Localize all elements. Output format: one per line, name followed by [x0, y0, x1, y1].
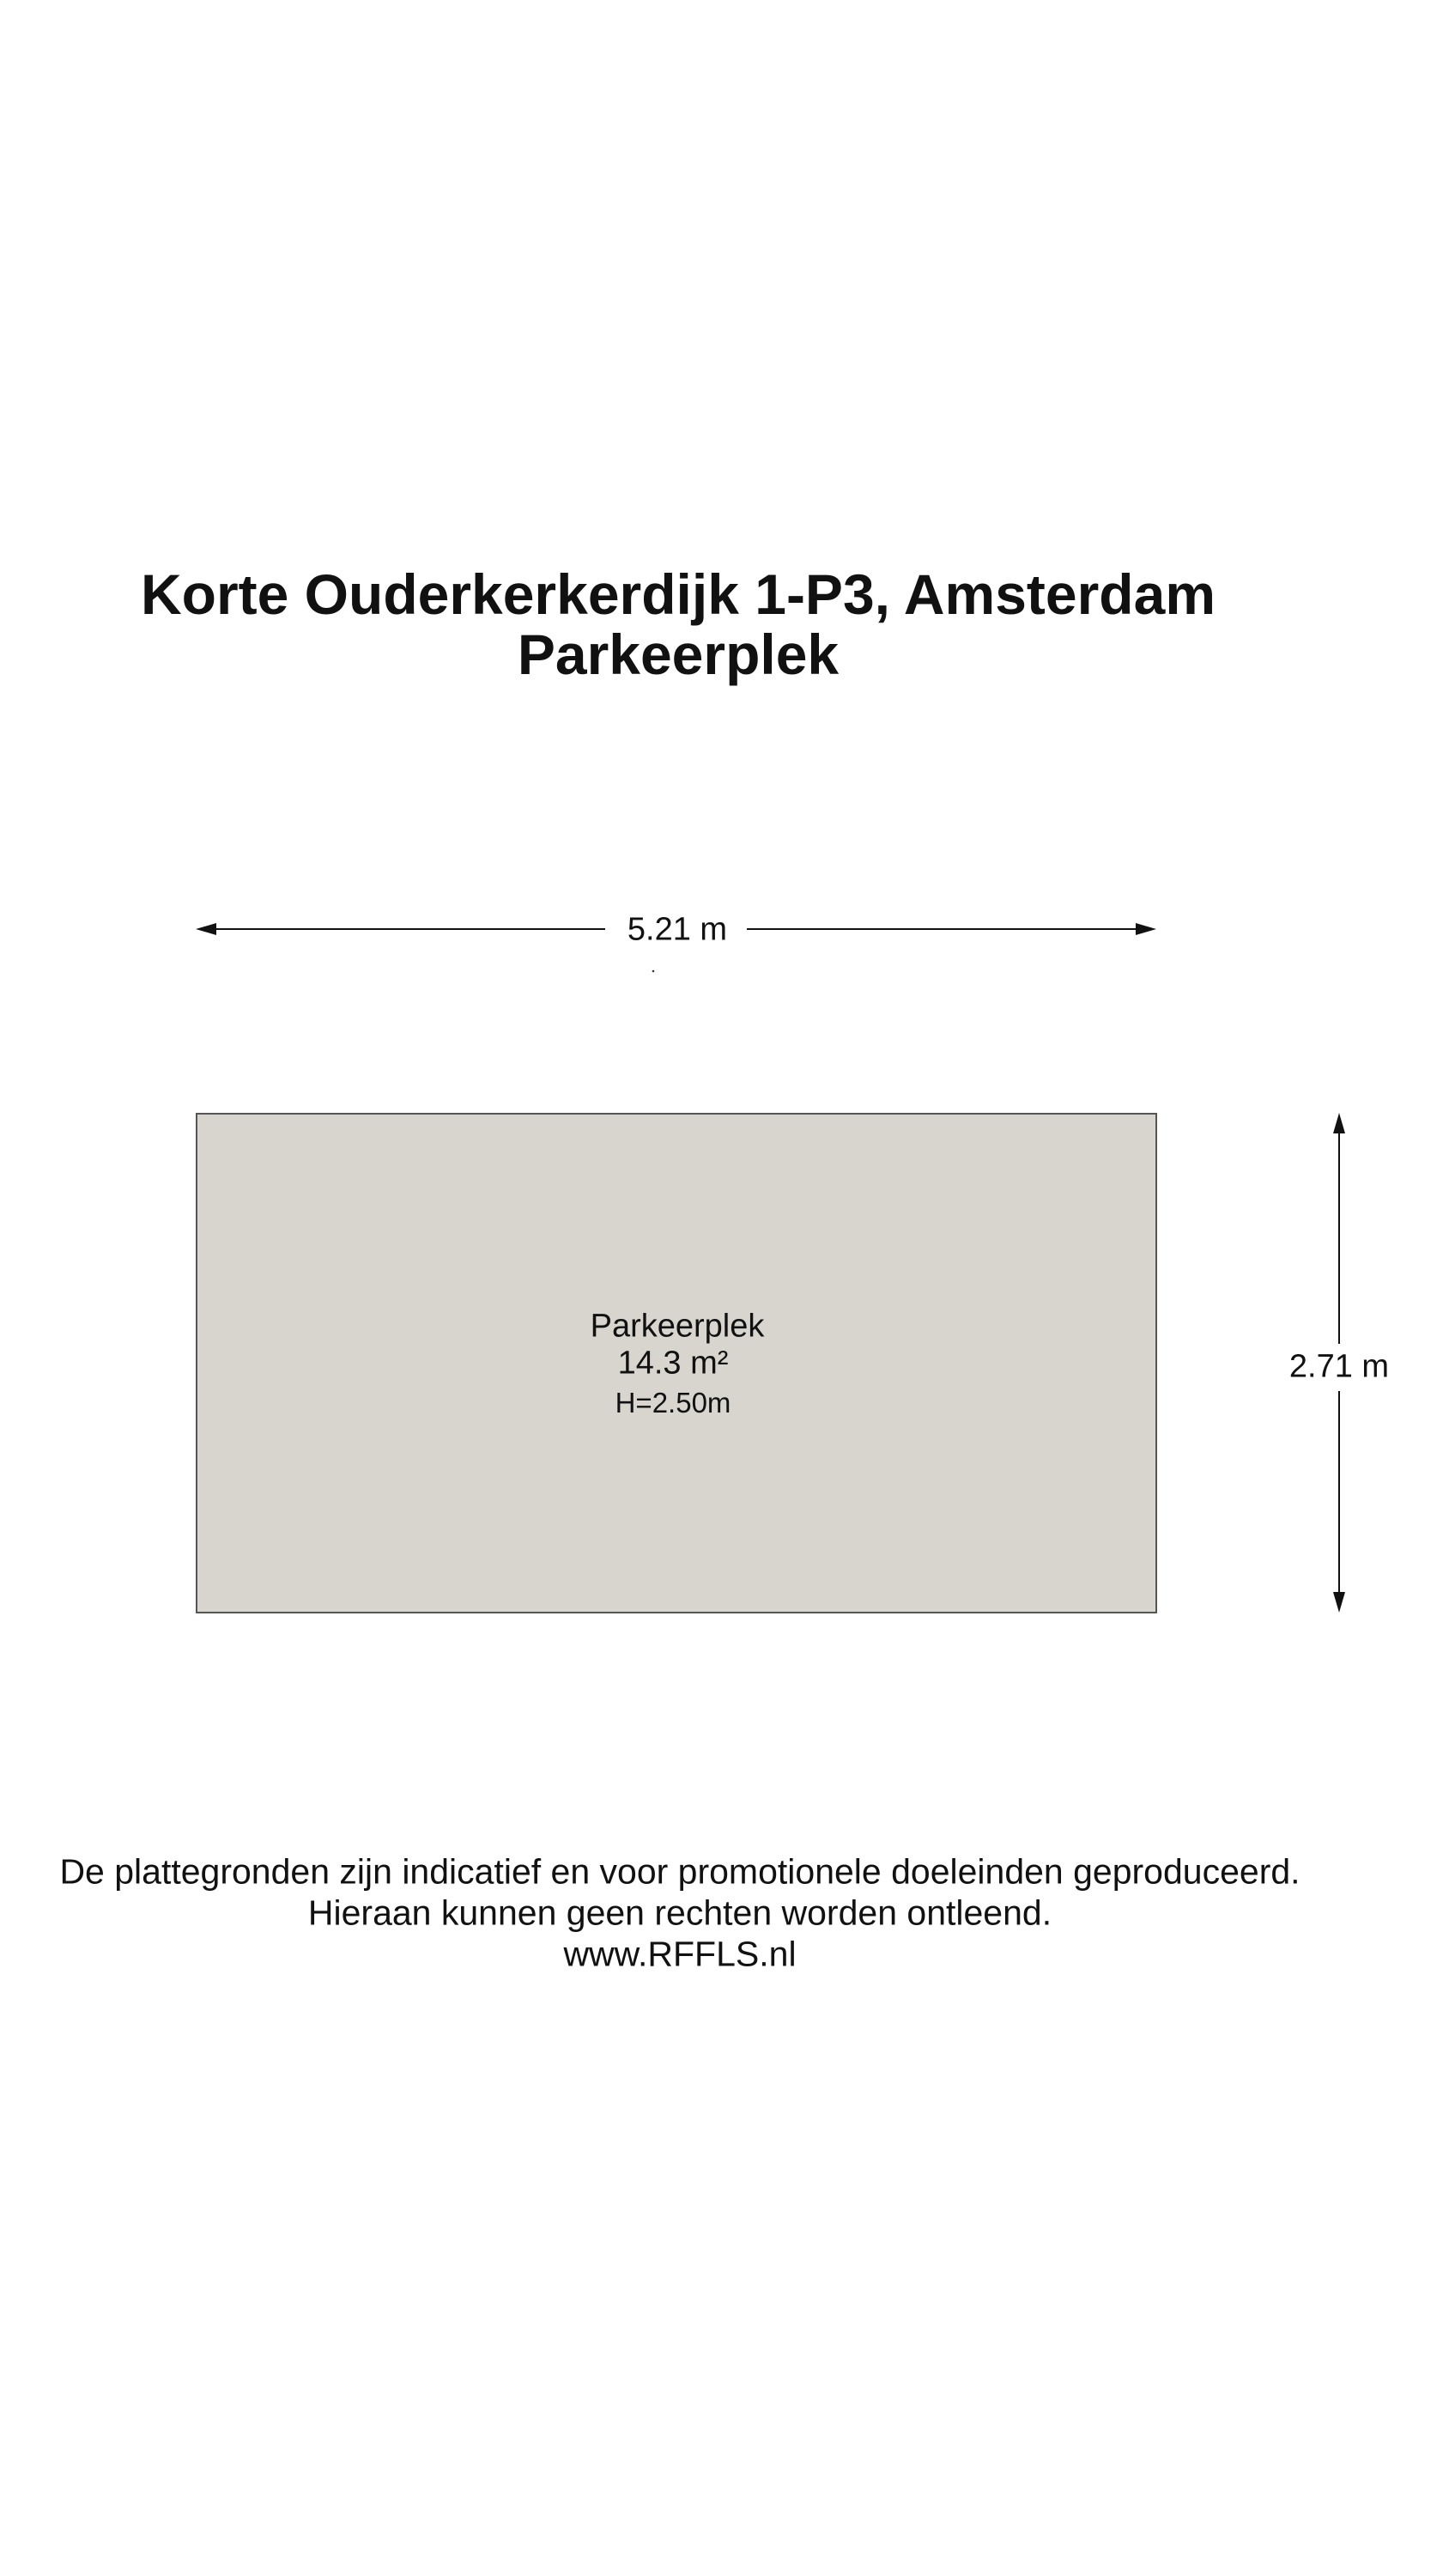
height-dimension-line [1333, 1113, 1345, 1613]
website-link[interactable]: www.RFFLS.nl [563, 1934, 797, 1974]
arrow-up-icon [1333, 1113, 1345, 1133]
arrow-left-icon [196, 923, 216, 935]
arrow-down-icon [1333, 1592, 1345, 1613]
room-parkeerplek [196, 1113, 1157, 1613]
page-title: Korte Ouderkerkerdijk 1-P3, Amsterdam [140, 562, 1216, 626]
height-dimension-label: 2.71 m [1288, 1348, 1390, 1385]
room-height: H=2.50m [615, 1387, 731, 1419]
width-dimension-label: 5.21 m [627, 911, 728, 948]
room-area: 14.3 m² [617, 1345, 729, 1382]
arrow-right-icon [1136, 923, 1156, 935]
disclaimer-line-2: Hieraan kunnen geen rechten worden ontle… [307, 1893, 1052, 1933]
page-subtitle: Parkeerplek [517, 623, 840, 686]
width-dimension-line [196, 923, 1156, 935]
disclaimer-line-1: De plattegronden zijn indicatief en voor… [59, 1851, 1300, 1892]
room-name: Parkeerplek [590, 1308, 765, 1345]
